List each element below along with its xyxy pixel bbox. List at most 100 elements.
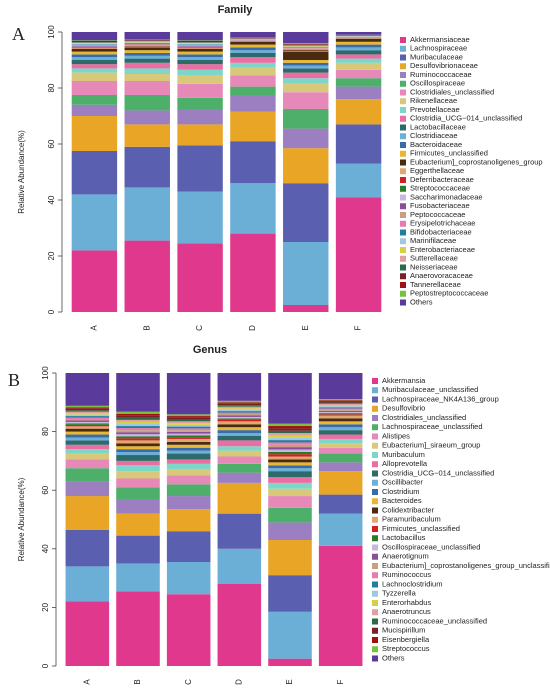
bar-segment [116,471,160,479]
bar-segment [335,197,382,312]
legend-label: Erysipelotrichaceae [410,219,475,228]
bar-segment [283,60,329,63]
x-tick-label: B [133,679,142,684]
legend-swatch [400,107,406,113]
bar-segment [217,409,262,412]
bar-segment [65,411,110,414]
bar-segment [177,243,223,312]
bar-segment [124,74,170,81]
legend-label: Bacteroides [382,496,422,505]
legend-swatch [400,264,406,271]
bar-segment [230,62,276,67]
bar-segment [283,49,329,50]
bar-segment [71,46,118,48]
bar-segment [124,40,170,41]
bar-segment [268,522,312,541]
bar-segment [318,494,363,514]
legend-swatch [372,600,378,606]
bar-segment [283,47,329,48]
legend-swatch [372,627,378,634]
bar-segment [124,62,170,69]
bar-segment [217,440,262,447]
bar-segment [166,416,211,418]
bar-segment [65,420,110,422]
legend-label: Akkermansia [382,376,426,385]
bar-segment [124,146,170,188]
legend-label: Firmicutes_unclassified [382,524,460,533]
legend-label: Enterobacteriaceae [410,245,475,254]
bar-segment [65,444,110,450]
legend-swatch [400,255,406,262]
bar-segment [177,124,223,146]
bar-segment [116,487,160,499]
bar-segment [230,57,276,63]
legend-swatch [372,461,378,468]
legend-label: Eggerthellaceae [410,166,464,175]
bar-segment [166,531,211,562]
bar-segment [335,32,382,35]
bar-segment [268,462,312,466]
legend-label: Clostridiales_unclassified [382,413,466,422]
bar-segment [71,48,118,52]
bar-segment [268,507,312,523]
legend-label: Prevotellaceae [410,105,460,114]
bar-segment [268,459,312,463]
bar-segment [177,44,223,46]
bar-segment [65,410,110,412]
legend-label: Muribaculaceae_unclassified [382,385,478,394]
bar-segment [335,163,382,198]
legend-swatch [372,378,378,384]
bar-segment [124,39,170,41]
bar-segment [124,41,170,42]
bar-segment [116,452,160,456]
bar-segment [318,434,363,439]
bar-segment [268,447,312,450]
bar-segment [71,44,118,45]
legend-swatch [372,405,378,412]
legend-swatch [372,526,378,532]
bar-segment [318,414,363,416]
bar-segment [124,32,170,39]
bar-segment [318,453,363,463]
bar-segment [65,453,110,460]
legend-swatch [372,516,378,523]
y-tick-label: 20 [47,251,56,260]
bar-segment [217,415,262,417]
bar-segment [116,421,160,424]
legend-label: Desulfovibrionaceae [410,61,478,70]
y-tick-label: 80 [41,427,50,436]
bar-segment [124,240,170,312]
legend-label: Peptococcaceae [410,210,465,219]
bar-segment [217,418,262,420]
bar-segment [71,68,118,73]
bar-segment [283,46,329,47]
bar-segment [71,32,118,41]
bar-segment [318,462,363,472]
bar-segment [116,498,160,514]
bar-segment [268,426,312,429]
y-tick-label: 100 [41,366,50,380]
bar-segment [166,509,211,532]
legend-label: Bifidobacteriaceae [410,227,472,236]
bar-segment [124,39,170,40]
legend-label: Clostridium [382,487,420,496]
y-tick-label: 20 [41,602,50,611]
bar-segment [268,488,312,497]
bar-segment [116,430,160,433]
bar-segment [65,416,110,418]
bar-segment [335,124,382,164]
bar-segment [230,50,276,53]
bar-segment [177,46,223,47]
bar-segment [116,465,160,472]
legend-label: Paramuribaculum [382,515,441,524]
bar-segment [71,60,118,65]
bar-segment [283,49,329,51]
bar-segment [166,441,211,445]
bar-segment [283,78,329,84]
legend-label: Oscillospiraceae_unclassified [382,542,480,551]
bar-segment [71,43,118,45]
bar-segment [318,545,363,666]
legend-label: Eubacterium]_coprostanoligenes_group_unc… [382,561,550,570]
legend-label: Alistipes [382,431,410,440]
bar-segment [166,444,211,448]
